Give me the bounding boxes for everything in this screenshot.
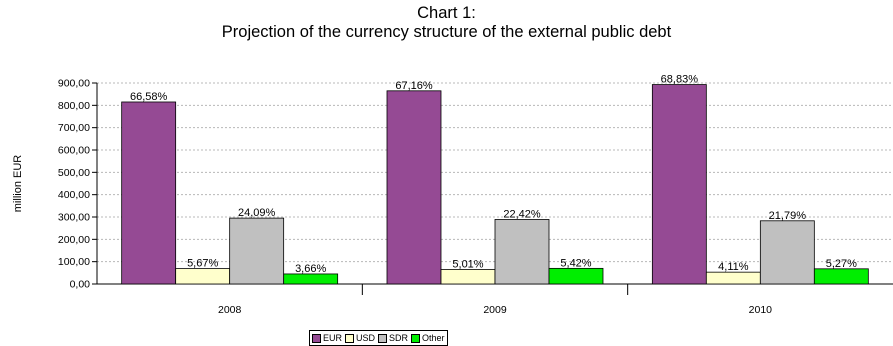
legend-item: Other [411, 333, 445, 343]
legend-label: SDR [389, 333, 409, 343]
legend-item: USD [345, 333, 375, 343]
legend-item: SDR [378, 333, 408, 343]
y-axis-label: million EUR [12, 155, 24, 213]
y-tick-label: 0,00 [70, 279, 91, 291]
data-label: 5,01% [452, 258, 483, 270]
bar-other [813, 268, 869, 285]
legend-item: EUR [312, 333, 342, 343]
legend-swatch [378, 333, 388, 343]
data-label: 5,42% [560, 257, 591, 269]
y-tick-label: 800,00 [58, 100, 90, 112]
bar-sdr [759, 220, 815, 285]
x-tick-label: 2010 [749, 304, 773, 316]
y-tick-label: 100,00 [58, 256, 90, 268]
y-tick-label: 500,00 [58, 167, 90, 179]
data-label: 67,16% [395, 80, 433, 92]
bar-other [548, 267, 604, 285]
chart-subtitle: Projection of the currency structure of … [221, 23, 672, 41]
y-tick-label: 600,00 [58, 145, 90, 157]
legend-swatch [411, 333, 421, 343]
bar-usd [175, 268, 231, 285]
data-label: 3,66% [295, 263, 326, 275]
bar-eur [386, 90, 442, 285]
y-tick-label: 200,00 [58, 234, 90, 246]
data-label: 5,27% [826, 258, 857, 270]
bar-sdr [494, 219, 550, 285]
data-label: 21,79% [769, 210, 807, 222]
bar-eur [651, 84, 707, 285]
data-label: 68,83% [661, 74, 699, 86]
chart-legend: EUR USD SDR Other [309, 330, 448, 346]
chart-title: Chart 1: [417, 4, 476, 22]
legend-swatch [312, 333, 321, 343]
data-label: 4,11% [718, 261, 749, 273]
bar-usd [705, 271, 761, 285]
y-tick-label: 700,00 [58, 122, 90, 134]
data-label: 24,09% [238, 207, 276, 219]
data-label: 5,67% [187, 258, 218, 270]
legend-swatch [345, 333, 355, 343]
y-tick-label: 400,00 [58, 189, 90, 201]
legend-label: USD [356, 333, 376, 343]
bar-eur [121, 101, 177, 285]
bar-other [283, 273, 339, 285]
bar-usd [440, 269, 496, 285]
data-label: 66,58% [130, 91, 168, 103]
bar-sdr [229, 217, 285, 285]
legend-label: Other [422, 333, 445, 343]
y-tick-label: 300,00 [58, 212, 90, 224]
data-label: 22,42% [503, 208, 541, 220]
legend-label: EUR [323, 333, 343, 343]
x-tick-label: 2009 [483, 304, 507, 316]
x-tick-label: 2008 [218, 304, 242, 316]
y-tick-label: 900,00 [58, 78, 90, 90]
